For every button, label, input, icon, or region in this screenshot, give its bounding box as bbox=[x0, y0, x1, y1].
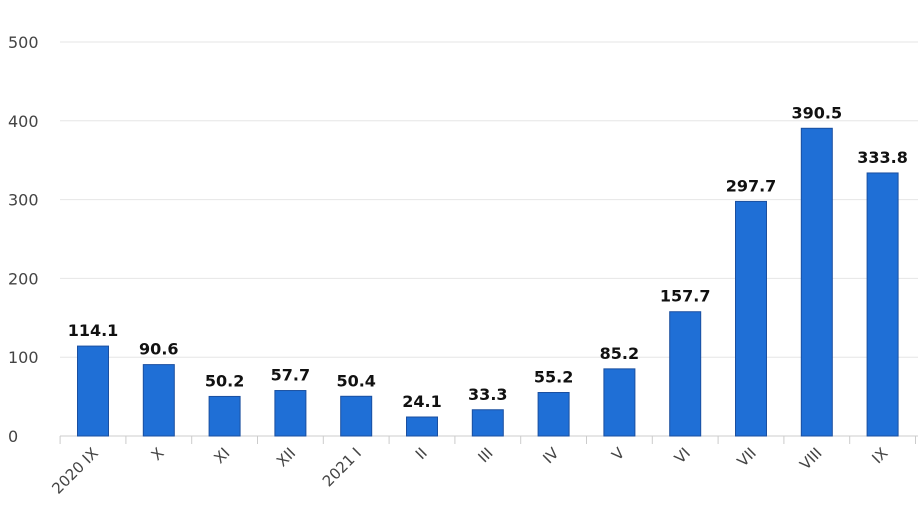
data-labels: 114.1 90.6 50.2 57.7 50.4 24.1 33.3 55.2 85.2 157… bbox=[68, 103, 908, 411]
bar bbox=[800, 127, 833, 437]
x-tick-label: IV bbox=[539, 444, 563, 468]
data-label: 90.6 bbox=[139, 340, 178, 359]
x-tick-label: X bbox=[148, 444, 168, 464]
bar bbox=[866, 172, 899, 437]
y-axis-ticks: 0 100 200 300 400 500 bbox=[8, 33, 39, 446]
y-tick-label: 0 bbox=[8, 427, 18, 446]
gridlines bbox=[60, 41, 918, 437]
x-tick-label: 2021 I bbox=[319, 444, 365, 490]
data-label: 85.2 bbox=[600, 344, 639, 363]
x-tick-label: II bbox=[412, 444, 431, 463]
data-label: 57.7 bbox=[271, 366, 310, 385]
data-label: 114.1 bbox=[68, 321, 119, 340]
data-label: 55.2 bbox=[534, 368, 573, 387]
bar bbox=[537, 392, 570, 437]
bar bbox=[208, 395, 241, 437]
x-tick-label: VIII bbox=[796, 444, 825, 473]
data-label: 157.7 bbox=[660, 287, 711, 306]
bar bbox=[735, 200, 767, 437]
y-tick-label: 300 bbox=[8, 191, 39, 210]
y-tick-label: 100 bbox=[8, 348, 39, 367]
data-label: 33.3 bbox=[468, 385, 507, 404]
data-label: 50.4 bbox=[336, 371, 375, 390]
bar bbox=[406, 416, 438, 437]
y-tick-label: 400 bbox=[8, 112, 39, 131]
bars bbox=[77, 127, 899, 437]
data-label: 297.7 bbox=[726, 176, 777, 195]
y-tick-label: 500 bbox=[8, 33, 39, 52]
bar bbox=[603, 368, 636, 437]
x-tick-label: V bbox=[608, 444, 629, 465]
data-label: 390.5 bbox=[791, 103, 842, 122]
data-label: 333.8 bbox=[857, 148, 908, 167]
data-label: 50.2 bbox=[205, 371, 244, 390]
bar bbox=[669, 311, 702, 437]
x-tick-label: XI bbox=[210, 444, 233, 467]
x-axis-ticks: 2020 IX X XI XII 2021 I II III IV V VI VII VIII IX bbox=[48, 436, 916, 498]
bar bbox=[142, 364, 175, 437]
x-tick-label: III bbox=[475, 444, 497, 466]
bar bbox=[340, 395, 373, 437]
x-tick-label: 2020 IX bbox=[48, 444, 101, 497]
bar bbox=[471, 409, 504, 437]
bar bbox=[274, 390, 307, 437]
data-label: 24.1 bbox=[402, 392, 441, 411]
bar bbox=[77, 345, 109, 437]
x-tick-label: VI bbox=[671, 444, 694, 467]
x-tick-label: IX bbox=[868, 444, 891, 467]
x-tick-label: XII bbox=[273, 444, 299, 470]
y-tick-label: 200 bbox=[8, 269, 39, 288]
x-tick-label: VII bbox=[734, 444, 760, 470]
